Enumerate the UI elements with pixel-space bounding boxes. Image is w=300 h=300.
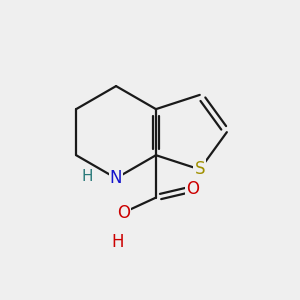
Text: H: H [111, 233, 124, 251]
Text: S: S [194, 160, 205, 178]
Text: H: H [82, 169, 93, 184]
Text: N: N [110, 169, 122, 187]
Text: O: O [117, 204, 130, 222]
Text: O: O [187, 180, 200, 198]
